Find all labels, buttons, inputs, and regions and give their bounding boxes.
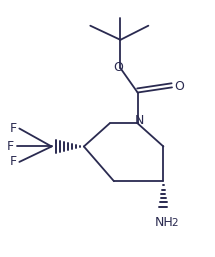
Text: F: F [7, 140, 14, 153]
Text: O: O [113, 61, 123, 74]
Text: F: F [9, 122, 17, 135]
Text: N: N [135, 114, 144, 127]
Text: F: F [9, 155, 17, 168]
Text: 2: 2 [171, 218, 178, 228]
Text: NH: NH [155, 216, 174, 230]
Text: O: O [175, 80, 184, 93]
